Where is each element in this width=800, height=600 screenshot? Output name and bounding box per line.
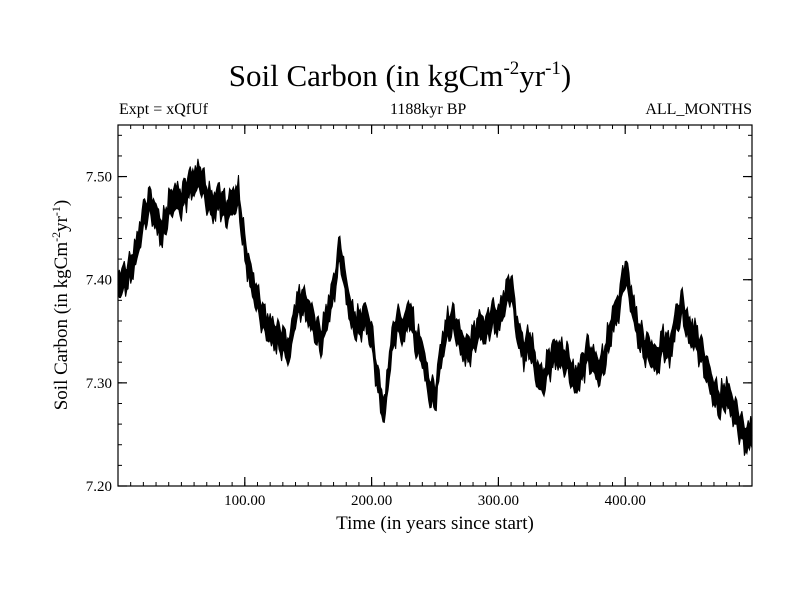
minor-ticks: [118, 125, 752, 486]
x-tick-label: 100.00: [224, 493, 265, 509]
y-axis-label-main: Soil Carbon (in kgCm: [51, 241, 72, 411]
subtitle-months: ALL_MONTHS: [645, 101, 752, 118]
chart-title-end: ): [560, 58, 572, 93]
y-axis-label: Soil Carbon (in kgCm-2yr-1): [49, 199, 73, 411]
plot-frame: [117, 124, 753, 487]
chart-title-mid: yr: [519, 58, 546, 93]
x-tick-label: 200.00: [351, 493, 392, 509]
chart-title: Soil Carbon (in kgCm-2yr-1): [0, 58, 800, 94]
chart-title-exponent-2: -1: [545, 58, 561, 79]
y-axis-label-end: ): [51, 199, 72, 207]
series-soil-carbon-line: [117, 174, 753, 442]
x-tick-label: 400.00: [605, 493, 646, 509]
y-tick-label: 7.20: [86, 479, 112, 495]
y-axis-label-mid: yr: [51, 216, 72, 232]
y-axis-label-exponent-2: -1: [49, 206, 63, 217]
chart-title-main: Soil Carbon (in kgCm: [228, 58, 504, 93]
y-tick-label: 7.30: [86, 376, 112, 392]
y-axis-label-exponent-1: -2: [49, 231, 63, 242]
x-axis-label: Time (in years since start): [336, 513, 534, 534]
tick-labels: 100.00 200.00 300.00 400.00 7.20 7.30 7.40 7.50: [86, 170, 646, 509]
y-tick-label: 7.50: [86, 170, 112, 186]
x-tick-label: 300.00: [478, 493, 519, 509]
chart-title-exponent-1: -2: [503, 58, 520, 79]
subtitle-period: 1188kyr BP: [390, 101, 467, 118]
y-tick-label: 7.40: [86, 273, 112, 289]
major-ticks: [118, 125, 752, 487]
subtitle-experiment: Expt = xQfUf: [119, 101, 209, 118]
series-soil-carbon-band: [117, 158, 753, 456]
